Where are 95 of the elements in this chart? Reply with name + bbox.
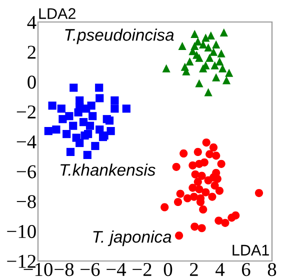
x-axis-title: LDA1 (232, 244, 269, 256)
point (209, 48, 218, 56)
point (198, 172, 206, 180)
point (195, 79, 204, 88)
point (221, 218, 230, 227)
point (175, 232, 184, 240)
point (180, 62, 189, 71)
point (199, 205, 208, 214)
point (220, 28, 228, 37)
point (91, 142, 100, 150)
point (225, 68, 234, 77)
point (95, 84, 104, 92)
point (57, 104, 66, 113)
point (76, 103, 84, 112)
point (76, 138, 84, 148)
y-tick-label: −8 (16, 195, 36, 208)
point (254, 188, 264, 198)
point (208, 192, 216, 201)
point (66, 148, 75, 156)
point (204, 88, 212, 96)
x-tick-label: −2 (132, 263, 152, 276)
point (206, 54, 214, 62)
point (190, 222, 199, 231)
point (172, 162, 180, 171)
point (212, 73, 220, 82)
point (194, 178, 202, 186)
point (199, 64, 208, 72)
point (216, 57, 224, 66)
y-axis-title: LDA2 (39, 8, 76, 19)
point (105, 116, 114, 125)
y-tick-label: −4 (16, 135, 36, 148)
x-tick-label: 6 (242, 263, 250, 276)
point (210, 182, 219, 190)
point (222, 76, 231, 84)
point (58, 115, 67, 124)
y-tick-label: 0 (28, 76, 36, 89)
point (122, 104, 130, 113)
point (87, 102, 96, 110)
annotation: T. japonica (93, 230, 172, 246)
point (176, 190, 184, 198)
x-tick-label: −4 (106, 263, 126, 276)
point (48, 102, 56, 110)
point (212, 40, 220, 48)
y-tick-label: −10 (7, 224, 36, 238)
point (198, 224, 206, 232)
point (174, 198, 182, 206)
x-tick-label: 8 (268, 262, 276, 276)
annotation: T.pseudoincisa (65, 28, 174, 44)
point (62, 130, 71, 138)
x-tick-label: −8 (54, 262, 74, 276)
point (202, 188, 210, 196)
point (210, 61, 219, 70)
point (194, 148, 202, 156)
point (215, 186, 224, 195)
point (232, 211, 240, 220)
y-tick-label: 2 (28, 46, 36, 59)
point (212, 152, 220, 160)
point (202, 138, 210, 147)
point (214, 216, 223, 225)
point (44, 126, 52, 136)
point (200, 158, 208, 166)
x-tick-label: −6 (80, 263, 100, 276)
point (183, 194, 192, 202)
point (96, 94, 104, 102)
y-tick-label: −2 (16, 105, 36, 118)
x-tick-label: 0 (164, 262, 172, 276)
point (190, 30, 199, 38)
point (162, 64, 170, 72)
point (52, 126, 60, 134)
point (70, 84, 78, 92)
point (83, 150, 92, 159)
point (178, 42, 186, 50)
point (190, 42, 199, 50)
x-tick-label: 4 (216, 263, 225, 276)
y-tick-label: −6 (16, 165, 36, 178)
point (88, 112, 97, 120)
point (204, 43, 212, 52)
point (206, 31, 215, 40)
point (80, 131, 89, 140)
point (186, 57, 194, 66)
point (217, 49, 226, 58)
point (180, 149, 188, 158)
point (209, 143, 218, 152)
point (217, 160, 226, 168)
point (188, 184, 197, 192)
point (86, 122, 94, 130)
point (69, 122, 78, 130)
x-tick-label: 2 (190, 263, 198, 276)
point (110, 96, 119, 104)
point (188, 161, 197, 170)
annotation: T.khankensis (60, 164, 156, 176)
point (110, 104, 119, 113)
point (191, 170, 200, 178)
y-tick-label: 4 (27, 16, 36, 29)
point (160, 203, 169, 212)
